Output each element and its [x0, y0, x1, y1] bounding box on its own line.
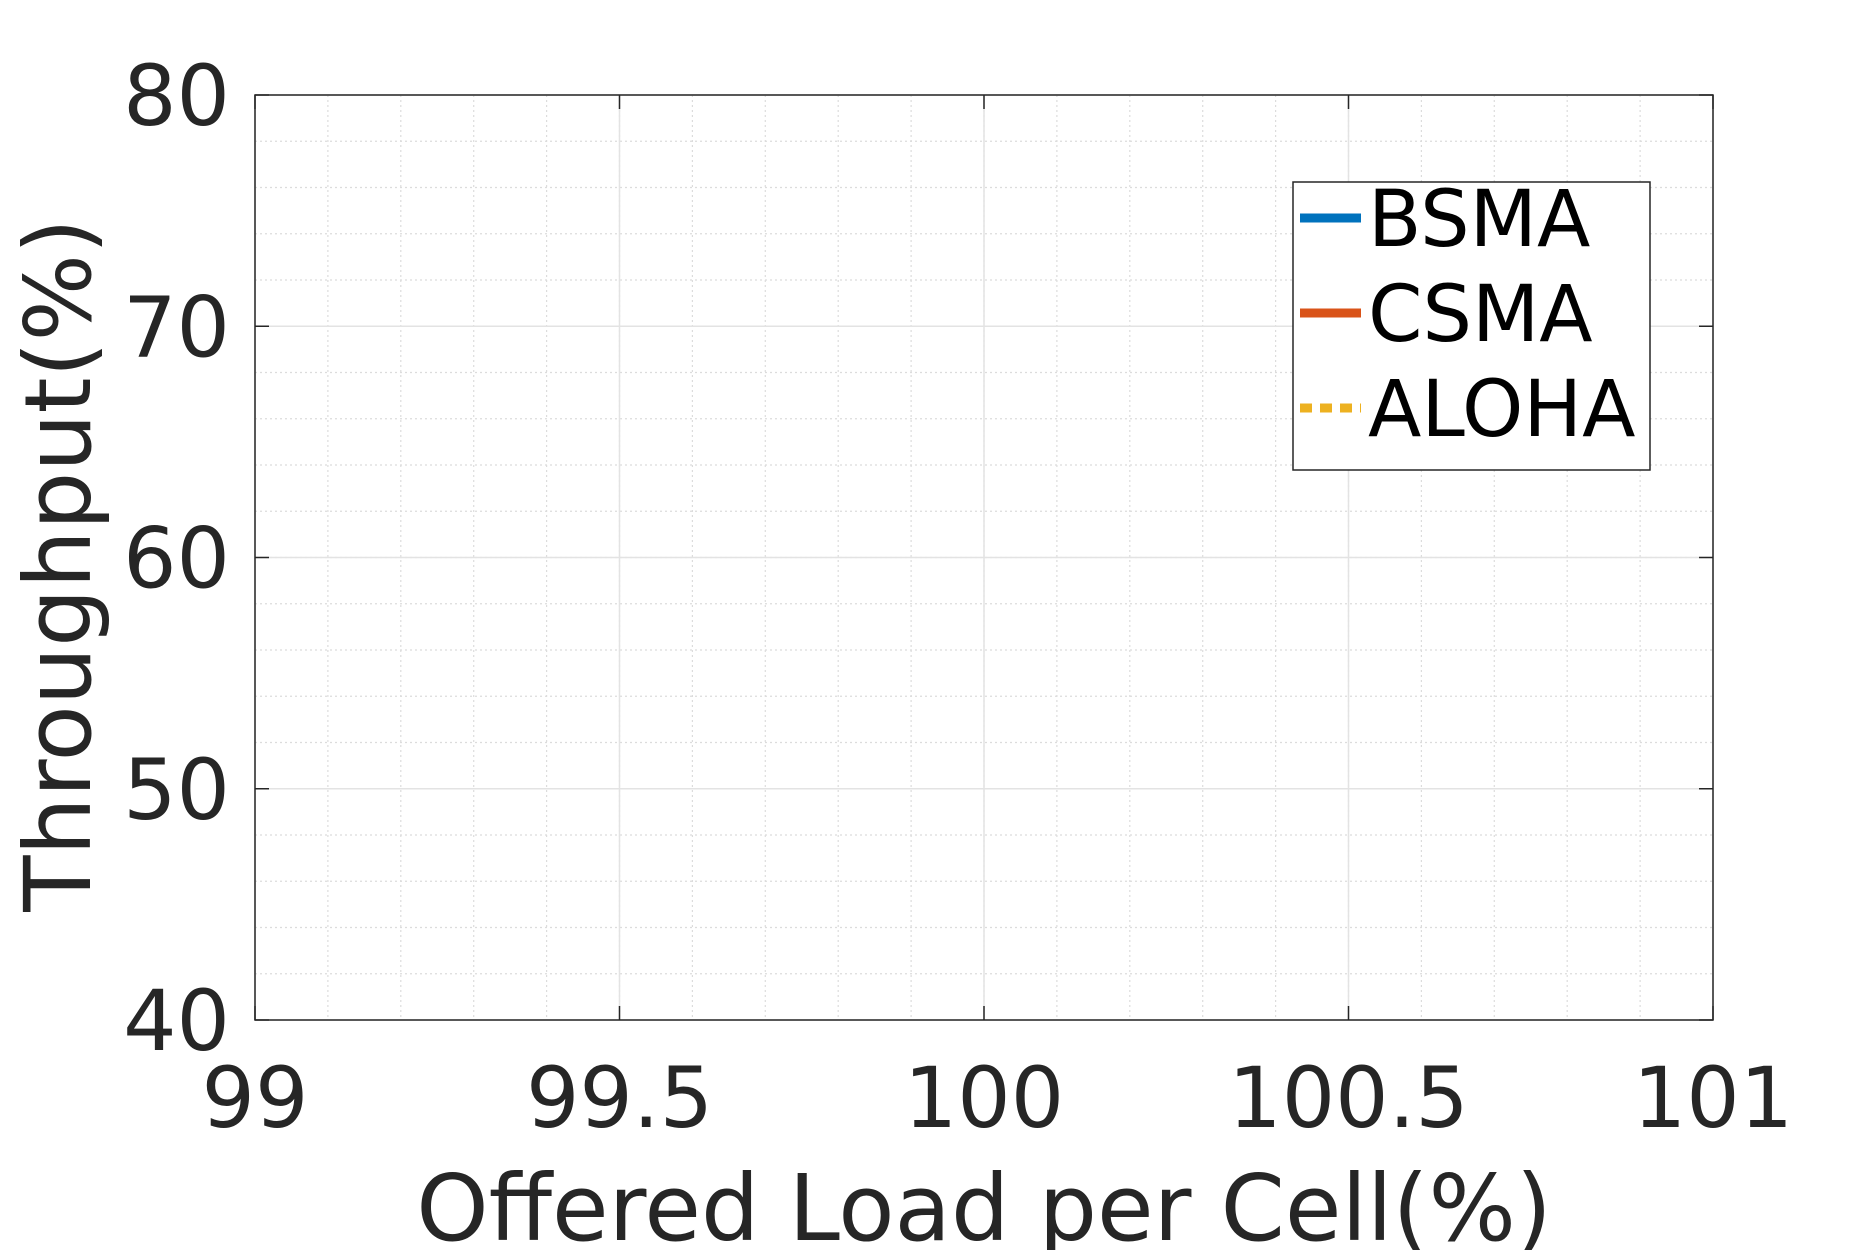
x-tick-label: 99 [202, 1049, 309, 1147]
y-tick-label: 70 [123, 278, 230, 376]
legend-label-csma: CSMA [1368, 270, 1593, 360]
y-tick-label: 60 [123, 510, 230, 608]
legend-label-aloha: ALOHA [1368, 365, 1635, 455]
y-tick-label: 50 [123, 741, 230, 839]
y-axis-label: Throughput(%) [5, 218, 112, 913]
x-tick-labels: 99 99.5 100 100.5 101 [202, 1049, 1794, 1147]
y-tick-label: 40 [123, 972, 230, 1070]
x-tick-label: 99.5 [526, 1049, 713, 1147]
y-tick-label: 80 [123, 47, 230, 145]
axis-ticks [254, 94, 1714, 1021]
x-axis-label: Offered Load per Cell(%) [416, 1155, 1552, 1250]
legend-box [1292, 181, 1651, 471]
x-tick-label: 101 [1633, 1049, 1793, 1147]
x-tick-label: 100.5 [1228, 1049, 1468, 1147]
legend-label-bsma: BSMA [1368, 175, 1590, 265]
x-tick-label: 100 [904, 1049, 1064, 1147]
y-tick-labels: 40 50 60 70 80 [123, 47, 230, 1070]
